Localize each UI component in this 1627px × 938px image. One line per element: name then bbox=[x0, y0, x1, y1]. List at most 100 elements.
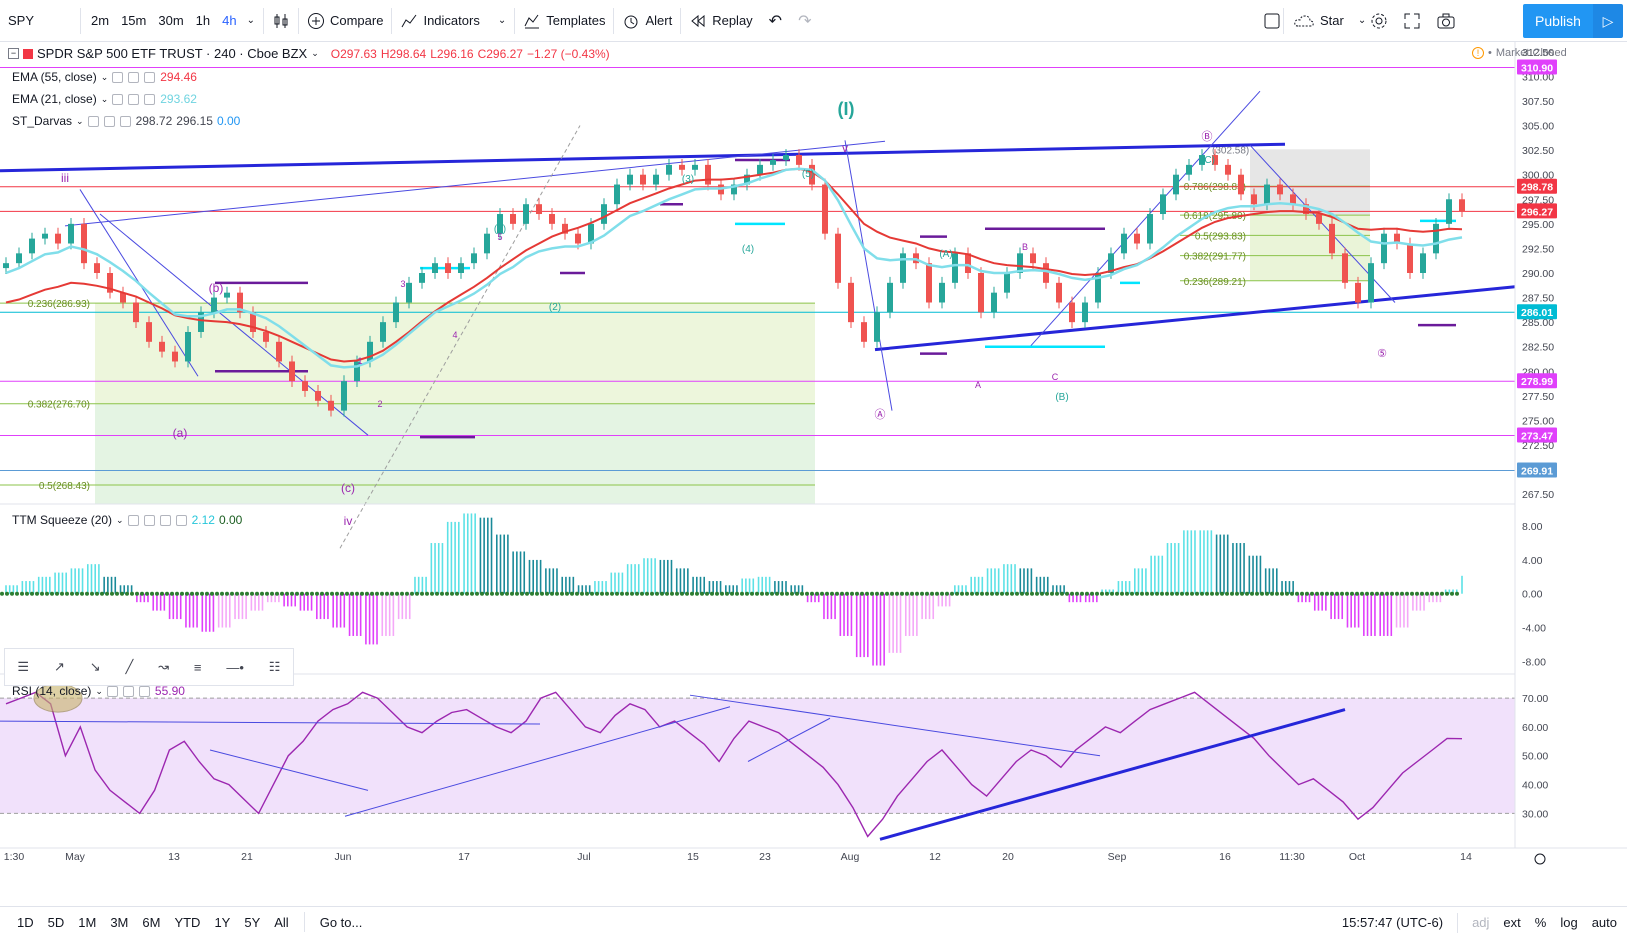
chart-area[interactable]: 0.236(286.93) 0.382(276.70) 0.5(268.43) 0.7… bbox=[0, 42, 1627, 906]
squeeze-dot bbox=[1340, 591, 1344, 596]
candle-body bbox=[1238, 174, 1244, 195]
warning-icon: ! bbox=[1472, 47, 1484, 59]
range-3m[interactable]: 3M bbox=[110, 914, 129, 930]
candle-body bbox=[1095, 273, 1101, 303]
settings-icon[interactable] bbox=[122, 685, 134, 697]
log-toggle[interactable]: log bbox=[1560, 915, 1578, 930]
candle-body bbox=[549, 214, 555, 224]
range-5y[interactable]: 5Y bbox=[244, 914, 261, 930]
templates-button[interactable]: Templates bbox=[515, 0, 613, 42]
interval-2m[interactable]: 2m bbox=[91, 13, 110, 28]
close-icon[interactable] bbox=[119, 115, 131, 127]
publish-button[interactable]: Publish bbox=[1523, 4, 1593, 38]
chevron-down-icon[interactable]: ⌄ bbox=[311, 48, 319, 58]
fullscreen-button[interactable] bbox=[1395, 0, 1429, 42]
eye-icon[interactable] bbox=[112, 71, 124, 83]
collapse-icon[interactable]: − bbox=[8, 48, 19, 59]
replay-button[interactable]: Replay bbox=[681, 0, 760, 42]
interval-4h[interactable]: 4h bbox=[222, 13, 237, 28]
chevron-down-icon[interactable]: ⌄ bbox=[76, 115, 84, 126]
trend-line-icon[interactable]: ╱ bbox=[125, 659, 134, 674]
close-icon[interactable] bbox=[138, 685, 150, 697]
squeeze-dot bbox=[5, 591, 9, 596]
chevron-down-icon[interactable]: ⌄ bbox=[100, 93, 109, 104]
symbol-search[interactable]: SPY bbox=[8, 13, 35, 28]
squeeze-dot bbox=[430, 591, 434, 596]
chevron-down-icon[interactable]: ⌄ bbox=[100, 71, 109, 82]
undo-button[interactable]: ↶ bbox=[761, 0, 790, 42]
settings-icon[interactable] bbox=[103, 115, 115, 127]
rsi-label[interactable]: RSI (14, close) bbox=[12, 684, 92, 698]
eye-icon[interactable] bbox=[87, 115, 99, 127]
settings-icon[interactable] bbox=[128, 93, 140, 105]
compare-label: Compare bbox=[329, 13, 384, 28]
interval-30m[interactable]: 30m bbox=[158, 13, 184, 28]
price-tick-label: 287.50 bbox=[1522, 293, 1554, 305]
interval-15m[interactable]: 15m bbox=[121, 13, 147, 28]
eye-icon[interactable] bbox=[106, 685, 118, 697]
range-all[interactable]: All bbox=[274, 914, 289, 930]
chart-style-button[interactable] bbox=[264, 0, 298, 42]
chevron-down-icon[interactable]: ⌄ bbox=[497, 15, 507, 26]
snapshot-button[interactable] bbox=[1428, 0, 1464, 42]
ext-toggle[interactable]: ext bbox=[1503, 915, 1521, 930]
settings-icon[interactable] bbox=[143, 514, 155, 526]
squeeze-dot bbox=[290, 591, 294, 596]
eye-icon[interactable] bbox=[127, 514, 139, 526]
squeeze-dot bbox=[660, 591, 664, 596]
squeeze-dot bbox=[475, 591, 479, 596]
range-1d[interactable]: 1D bbox=[17, 914, 34, 930]
chevron-down-icon[interactable]: ⌄ bbox=[246, 15, 255, 26]
range-ytd[interactable]: YTD bbox=[174, 914, 201, 930]
close-icon[interactable] bbox=[144, 71, 156, 83]
wave-label: v bbox=[842, 141, 848, 155]
percent-toggle[interactable]: % bbox=[1534, 915, 1547, 930]
ema21-label[interactable]: EMA (21, close) bbox=[12, 92, 97, 106]
squeeze-dot bbox=[1300, 591, 1304, 596]
compare-button[interactable]: Compare bbox=[299, 0, 391, 42]
layout-button[interactable] bbox=[1255, 0, 1289, 42]
squeeze-dot bbox=[1235, 591, 1239, 596]
delete-icon[interactable] bbox=[159, 514, 171, 526]
range-1m[interactable]: 1M bbox=[78, 914, 97, 930]
elliott-correction-icon[interactable]: ↘ bbox=[89, 659, 101, 674]
chevron-down-icon[interactable]: ⌄ bbox=[1357, 15, 1367, 26]
close-icon[interactable] bbox=[175, 514, 187, 526]
squeeze-dot bbox=[820, 591, 824, 596]
publish-menu-button[interactable]: ▷ bbox=[1593, 4, 1623, 38]
horizontal-ray-icon[interactable]: —• bbox=[226, 659, 244, 675]
chevron-down-icon[interactable]: ⌄ bbox=[116, 514, 124, 525]
interval-1h[interactable]: 1h bbox=[195, 13, 211, 28]
indicators-button[interactable]: Indicators ⌄ bbox=[392, 0, 514, 42]
parallel-channel-icon[interactable]: ☷ bbox=[268, 659, 281, 674]
clock-time[interactable]: 15:57:47 (UTC-6) bbox=[1341, 915, 1444, 930]
elliott-impulse-icon[interactable]: ↗ bbox=[53, 659, 65, 674]
fib-level-label: 0.382(276.70) bbox=[28, 400, 90, 411]
time-tick-label: 23 bbox=[759, 851, 771, 863]
bottom-toolbar: 1D 5D 1M 3M 6M YTD 1Y 5Y All Go to... 15… bbox=[0, 906, 1627, 937]
settings-button[interactable] bbox=[1362, 0, 1396, 42]
ema55-label[interactable]: EMA (55, close) bbox=[12, 70, 97, 84]
redo-button[interactable]: ↷ bbox=[790, 0, 819, 42]
close-icon[interactable] bbox=[144, 93, 156, 105]
goto-button[interactable]: Go to... bbox=[319, 914, 363, 930]
fib-retracement-icon[interactable]: ≡ bbox=[193, 659, 202, 675]
auto-toggle[interactable]: auto bbox=[1591, 915, 1617, 930]
camera-icon bbox=[1437, 13, 1455, 28]
range-1y[interactable]: 1Y bbox=[214, 914, 231, 930]
rsi-tick-label: 60.00 bbox=[1522, 722, 1548, 734]
darvas-label[interactable]: ST_Darvas bbox=[12, 114, 73, 128]
ttm-label[interactable]: TTM Squeeze (20) bbox=[12, 513, 113, 527]
range-5d[interactable]: 5D bbox=[47, 914, 65, 930]
drawing-toolbar: ☰ ↗ ↘ ╱ ↝ ≡ —• ☷ bbox=[4, 648, 294, 686]
settings-icon[interactable] bbox=[128, 71, 140, 83]
chevron-down-icon[interactable]: ⌄ bbox=[95, 685, 103, 696]
eye-icon[interactable] bbox=[112, 93, 124, 105]
alert-button[interactable]: Alert bbox=[614, 0, 680, 42]
adj-toggle[interactable]: adj bbox=[1472, 915, 1490, 930]
squeeze-dot bbox=[515, 591, 519, 596]
range-6m[interactable]: 6M bbox=[142, 914, 161, 930]
horizontal-lines-icon[interactable]: ☰ bbox=[17, 659, 30, 674]
ray-icon[interactable]: ↝ bbox=[158, 659, 170, 674]
star-button[interactable]: Star ⌄ bbox=[1285, 0, 1374, 42]
